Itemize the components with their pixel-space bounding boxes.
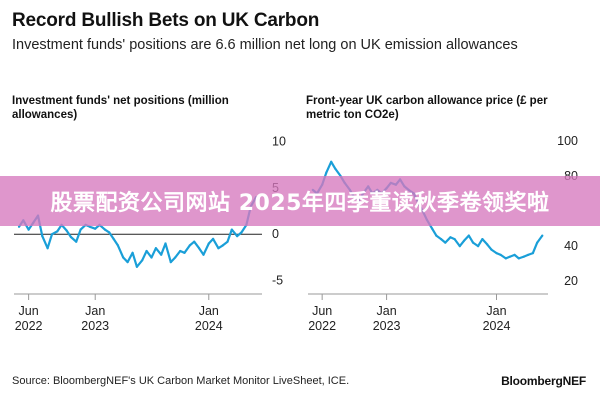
page-title: Record Bullish Bets on UK Carbon [12,10,320,31]
brand-logo: BloombergNEF [501,374,586,388]
y-tick-label: 100 [557,134,578,148]
data-point [435,234,438,237]
data-point [41,235,44,238]
y-tick-label: 20 [564,274,578,288]
data-point [440,238,443,241]
x-tick-label: Jan [486,304,506,318]
x-tick-label: Jan [199,304,219,318]
data-point [334,167,337,170]
data-point [431,227,434,230]
data-point [108,231,111,234]
data-point [522,255,526,258]
data-point [50,233,54,236]
data-point [65,229,68,232]
y-tick-label: 40 [564,239,578,253]
data-point [230,228,233,231]
data-point [75,240,78,243]
data-point [499,253,502,256]
data-point [69,235,72,239]
data-point [79,228,82,231]
data-point [495,252,498,255]
data-point [207,242,210,245]
data-point [141,259,144,262]
right-chart: 100804020Jun2022Jan2023Jan2024 [308,134,578,333]
data-point [193,240,196,243]
data-point [458,245,461,248]
data-point [154,247,157,250]
data-point [103,228,106,231]
data-point [164,242,167,245]
data-point [449,236,452,239]
x-tick-label: 2024 [195,319,223,333]
promo-banner-text: 股票配资公司网站 2025年四季董读秋季卷领奖啦 [50,191,550,216]
data-point [217,247,220,250]
page-subtitle: Investment funds' positions are 6.6 mill… [12,37,518,53]
data-point [471,241,475,244]
data-point [462,239,466,242]
data-point [481,238,484,241]
x-tick-label: Jun [19,304,39,318]
data-point [160,253,163,256]
data-point [169,261,172,264]
data-point [212,237,215,240]
data-point [240,231,243,234]
data-point [513,253,516,256]
x-tick-label: 2022 [308,319,336,333]
y-tick-label: 10 [272,134,286,148]
data-point [116,244,119,247]
promo-banner: 股票配资公司网站 2025年四季董读秋季卷领奖啦 [0,176,600,226]
data-point [131,251,134,254]
right-chart-title: Front-year UK carbon allowance price (£ … [306,95,548,121]
data-point [236,235,239,238]
data-point [226,240,229,243]
data-point [150,256,153,259]
data-point [126,261,129,264]
data-point [221,244,224,247]
x-tick-label: Jan [85,304,105,318]
data-point [504,257,507,260]
data-point [135,265,138,268]
data-point [531,252,535,255]
y-tick-label: 0 [272,227,279,241]
data-point [46,247,49,250]
left-chart-title: Investment funds' net positions (million… [12,95,229,121]
x-tick-label: 2024 [483,319,511,333]
x-tick-label: 2023 [81,319,109,333]
data-point [444,241,447,244]
data-point [490,248,493,251]
data-point [188,244,191,247]
data-point [88,225,91,228]
data-point [541,234,544,237]
data-point [509,255,512,258]
data-point [486,243,489,246]
data-point [527,253,530,256]
data-point [198,247,201,250]
y-tick-label: -5 [272,274,283,288]
data-point [517,257,520,260]
data-point [174,256,177,259]
source-note: Source: BloombergNEF's UK Carbon Market … [12,375,350,387]
data-point [179,249,182,253]
data-point [453,238,456,241]
data-point [330,160,333,163]
x-tick-label: 2022 [15,319,43,333]
data-point [467,234,470,237]
data-point [27,228,30,231]
x-tick-label: Jan [377,304,397,318]
data-point [325,171,328,174]
data-point [145,249,148,253]
data-point [183,251,186,254]
x-tick-label: Jun [312,304,332,318]
data-point [536,241,539,244]
data-point [17,225,21,228]
data-point [477,245,480,248]
data-point [202,253,205,256]
data-point [56,230,59,233]
x-tick-label: 2023 [373,319,401,333]
data-point [112,237,115,240]
data-point [122,256,125,259]
data-point [94,227,97,230]
